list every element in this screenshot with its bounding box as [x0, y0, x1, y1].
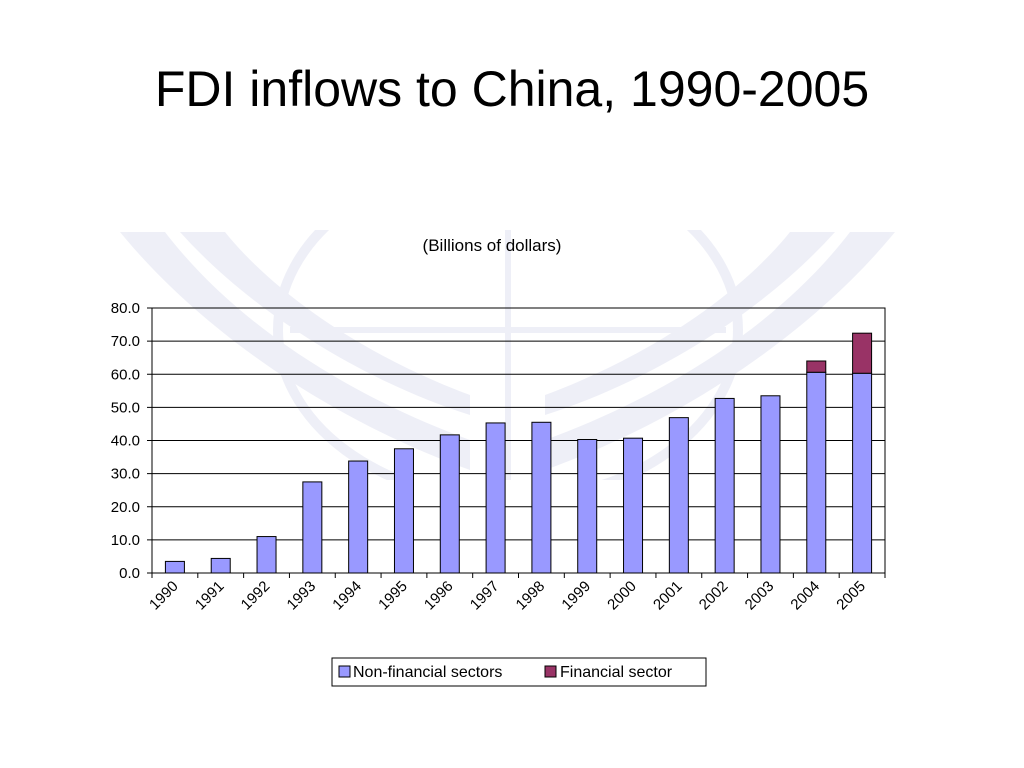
bar-non-financial-2001 — [668, 417, 689, 574]
legend-box — [331, 657, 707, 687]
bar-non-financial-2002 — [714, 397, 735, 574]
y-tick-label: 0.0 — [119, 565, 140, 582]
x-tick-label: 1990 — [146, 578, 182, 614]
y-tick-label: 80.0 — [111, 300, 140, 317]
y-tick-label: 60.0 — [111, 366, 140, 383]
x-tick-label: 2000 — [604, 578, 640, 614]
bar-non-financial-2000 — [623, 437, 644, 574]
x-tick-label: 2001 — [650, 578, 686, 614]
bar-non-financial-1995 — [393, 448, 414, 574]
y-tick-label: 70.0 — [111, 333, 140, 350]
x-tick-label: 1993 — [284, 578, 320, 614]
bar-non-financial-2004 — [806, 371, 827, 574]
bar-non-financial-1998 — [531, 421, 552, 574]
x-tick-label: 2003 — [742, 578, 778, 614]
y-tick-label: 30.0 — [111, 466, 140, 483]
legend-swatch-financial — [544, 665, 557, 678]
bar-financial-2005 — [852, 332, 873, 374]
x-tick-label: 1991 — [192, 578, 228, 614]
x-tick-label: 1995 — [375, 578, 411, 614]
chart-bars — [164, 332, 873, 574]
bar-non-financial-1997 — [485, 422, 506, 574]
y-tick-labels: 0.0 10.0 20.0 30.0 40.0 50.0 60.0 70.0 80.0 — [111, 300, 140, 582]
bar-financial-2004 — [806, 360, 827, 373]
bar-non-financial-2003 — [760, 395, 781, 574]
slide-title: FDI inflows to China, 1990-2005 — [154, 61, 870, 117]
x-tick-label: 1999 — [558, 578, 594, 614]
x-tick-label: 1997 — [467, 578, 503, 614]
chart-axes — [151, 307, 886, 578]
x-tick-label: 1992 — [238, 578, 274, 614]
watermark-emblem — [120, 230, 895, 480]
x-tick-label: 2002 — [696, 578, 732, 614]
x-tick-label: 2005 — [833, 578, 869, 614]
y-tick-label: 10.0 — [111, 532, 140, 549]
bar-non-financial-2005 — [852, 372, 873, 574]
bar-non-financial-1990 — [164, 560, 185, 574]
legend-label-financial: Financial sector — [560, 664, 673, 681]
legend-label-non-financial: Non-financial sectors — [353, 664, 502, 681]
bar-non-financial-1996 — [439, 434, 460, 574]
x-tick-label: 1994 — [329, 578, 365, 614]
y-tick-label: 20.0 — [111, 499, 140, 516]
x-tick-label: 1998 — [513, 578, 549, 614]
bar-non-financial-1992 — [256, 536, 277, 574]
x-tick-label: 2004 — [787, 578, 823, 614]
chart-subtitle: (Billions of dollars) — [423, 236, 562, 255]
chart-legend: Non-financial sectors Financial sector — [331, 657, 707, 687]
bar-non-financial-1999 — [577, 439, 598, 574]
x-tick-label: 1996 — [421, 578, 457, 614]
legend-swatch-non-financial — [338, 665, 351, 678]
bar-non-financial-1994 — [348, 460, 369, 574]
bar-non-financial-1993 — [302, 481, 323, 574]
y-tick-label: 40.0 — [111, 433, 140, 450]
x-tick-labels: 1990 1991 1992 1993 1994 1995 1996 1997 1998 1999… — [146, 578, 869, 614]
y-tick-label: 50.0 — [111, 399, 140, 416]
bar-non-financial-1991 — [210, 557, 231, 574]
